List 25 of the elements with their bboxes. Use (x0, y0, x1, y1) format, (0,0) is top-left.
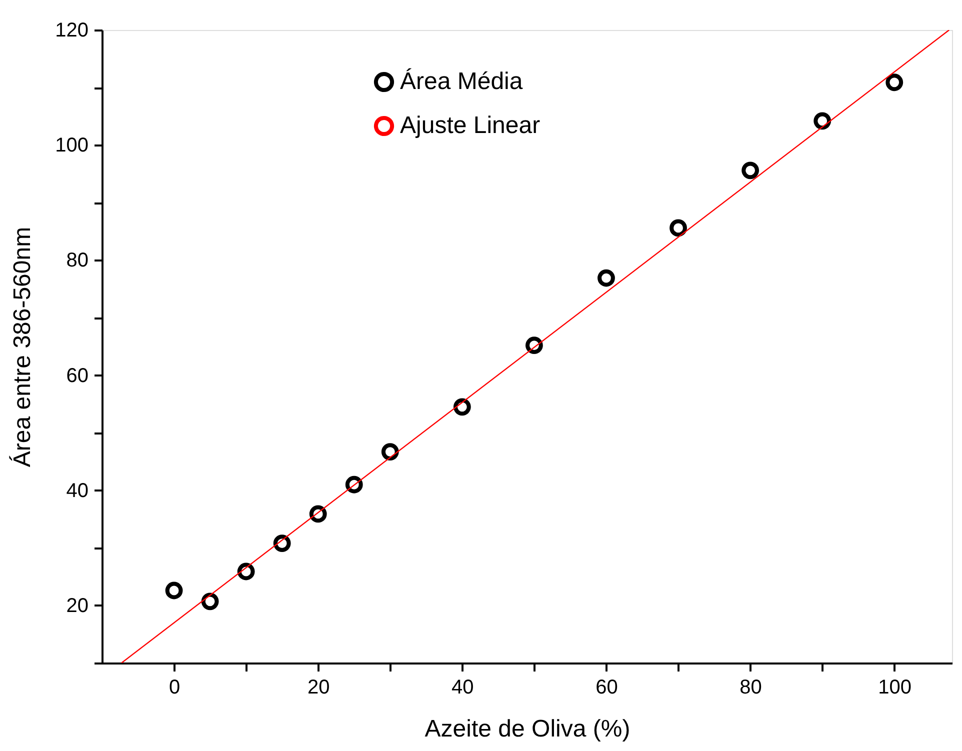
x-tick-label: 60 (596, 676, 618, 698)
y-tick-label: 80 (66, 250, 88, 272)
y-tick-label: 40 (66, 480, 88, 502)
y-tick-label: 60 (66, 364, 88, 387)
x-tick-label: 80 (740, 676, 762, 698)
legend-label: Área Média (400, 68, 524, 95)
point (814, 112, 832, 130)
point (742, 162, 760, 180)
y-tick-label: 20 (66, 594, 88, 617)
y-tick-label: 100 (55, 134, 88, 157)
point (670, 219, 687, 237)
y-tick-label: 120 (55, 20, 88, 42)
x-tick-label: 40 (452, 676, 474, 698)
point (165, 582, 183, 600)
y-axis-title: Área entre 386-560nm (9, 226, 36, 468)
point (598, 269, 615, 287)
x-tick-label: 0 (168, 676, 180, 698)
x-tick-label: 100 (878, 676, 912, 698)
point (201, 592, 219, 610)
x-axis-title: Azeite de Oliva (%) (424, 716, 630, 742)
point (381, 443, 399, 461)
legend-label: Ajuste Linear (400, 112, 540, 139)
point (886, 74, 904, 92)
x-tick-label: 20 (307, 676, 330, 698)
point (453, 398, 471, 416)
